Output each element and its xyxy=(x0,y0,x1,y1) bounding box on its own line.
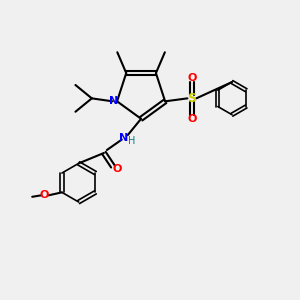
Text: O: O xyxy=(187,73,196,82)
Text: O: O xyxy=(187,114,196,124)
Text: N: N xyxy=(109,96,118,106)
Text: O: O xyxy=(112,164,122,174)
Text: O: O xyxy=(39,190,49,200)
Text: S: S xyxy=(188,92,196,105)
Text: H: H xyxy=(128,136,136,146)
Text: N: N xyxy=(118,133,128,143)
